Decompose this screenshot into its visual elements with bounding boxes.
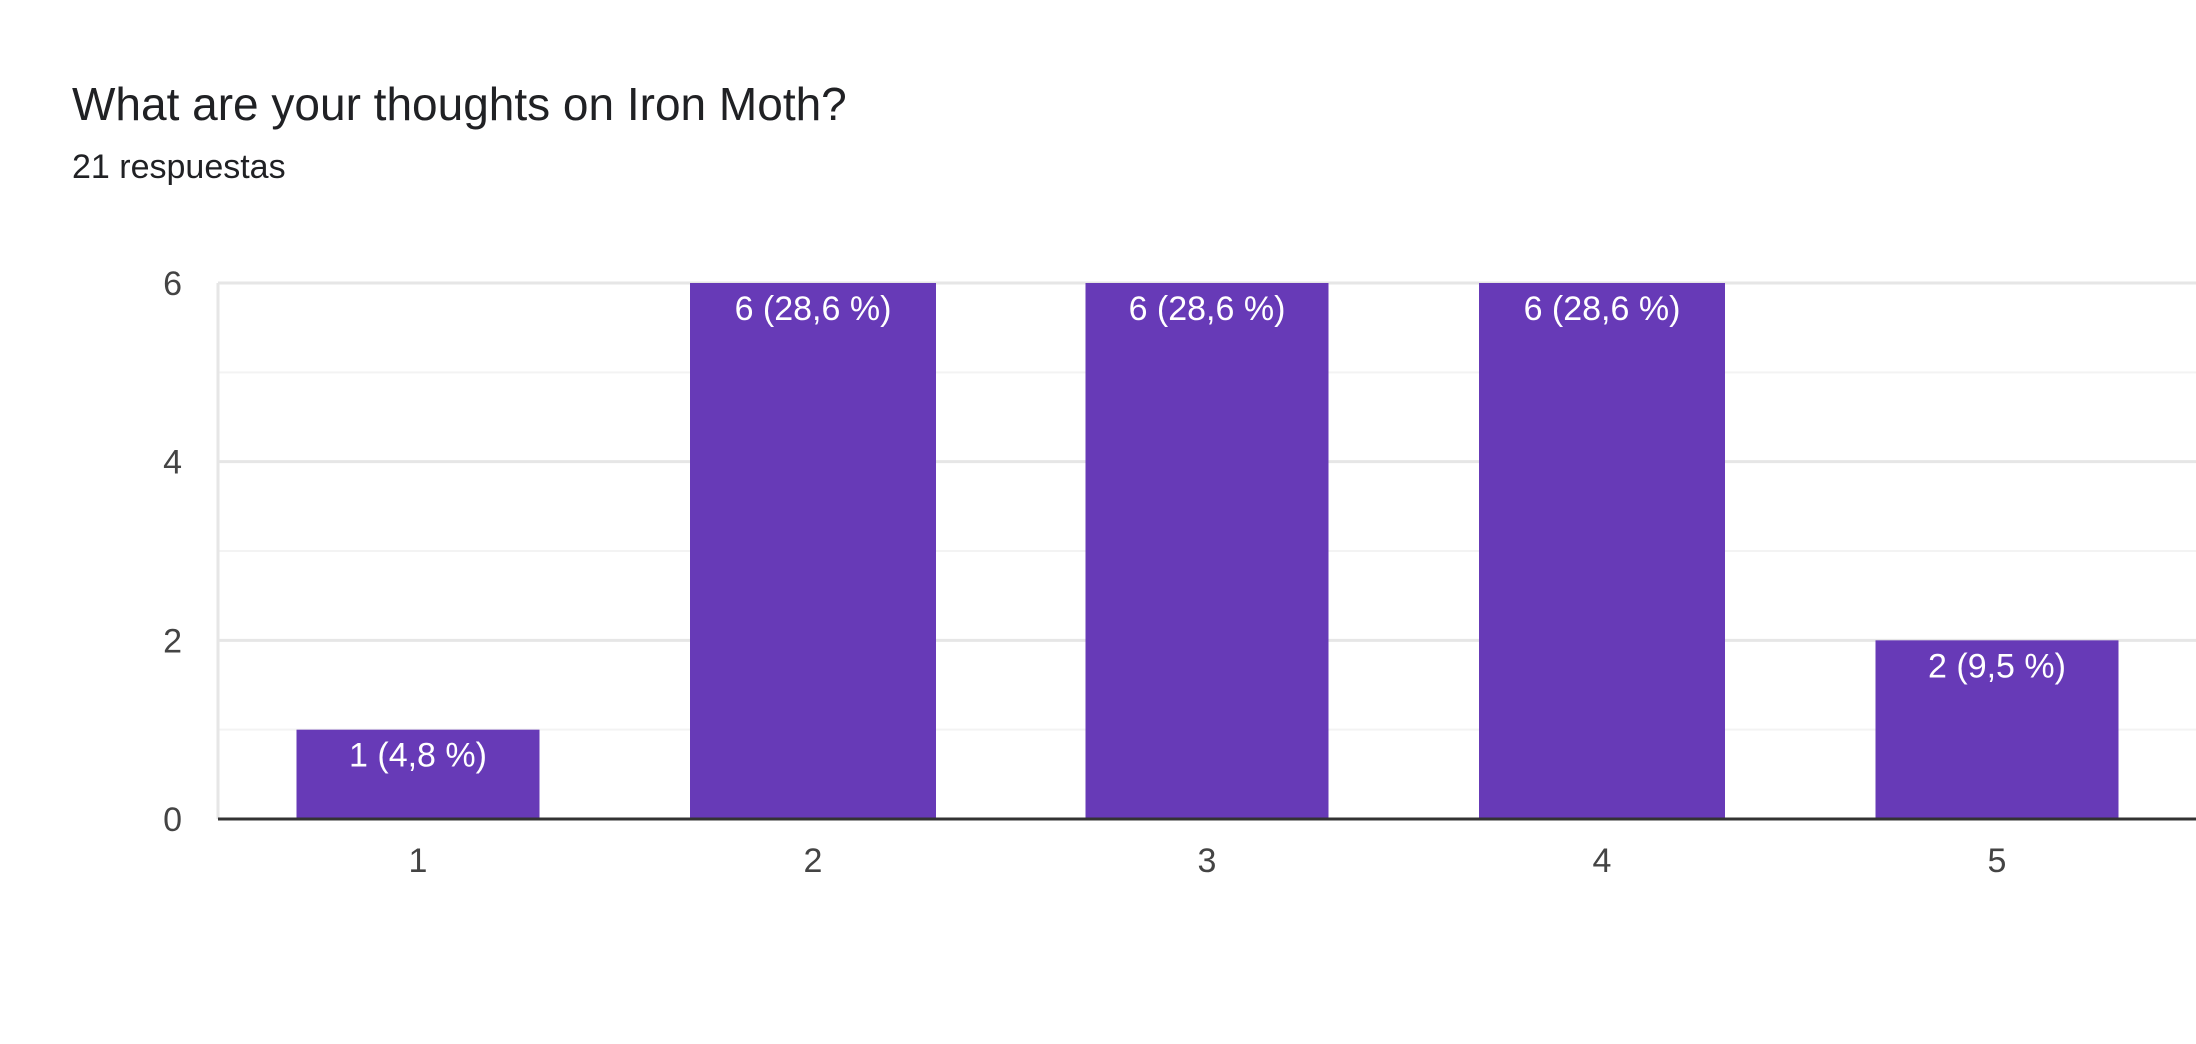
bar-2 [690,283,936,819]
x-tick-label: 2 [804,842,823,880]
x-axis: 1 2 3 4 5 [218,817,2196,880]
bar-5 [1875,640,2119,819]
x-tick-label: 1 [409,842,428,880]
data-label-5: 2 (9,5 %) [1928,647,2066,685]
y-tick-label: 6 [163,265,182,303]
data-label-1: 1 (4,8 %) [349,737,487,775]
x-tick-label: 5 [1988,842,2007,880]
x-tick-label: 4 [1593,842,1612,880]
x-tick-label: 3 [1198,842,1217,880]
bar-3 [1085,283,1329,819]
data-label-2: 6 (28,6 %) [735,290,892,328]
response-count: 21 respuestas [72,148,286,186]
bar-4 [1479,283,1725,819]
bars [296,283,2119,819]
y-tick-label: 2 [163,622,182,660]
y-axis: 0 2 4 6 [163,265,182,839]
bar-1 [296,729,540,819]
y-tick-label: 4 [163,444,182,482]
data-label-4: 6 (28,6 %) [1524,290,1681,328]
question-title: What are your thoughts on Iron Moth? [72,78,847,130]
y-tick-label: 0 [163,801,182,839]
data-label-3: 6 (28,6 %) [1129,290,1286,328]
data-labels: 1 (4,8 %) 6 (28,6 %) 6 (28,6 %) 6 (28,6 %) 2… [349,290,2066,775]
